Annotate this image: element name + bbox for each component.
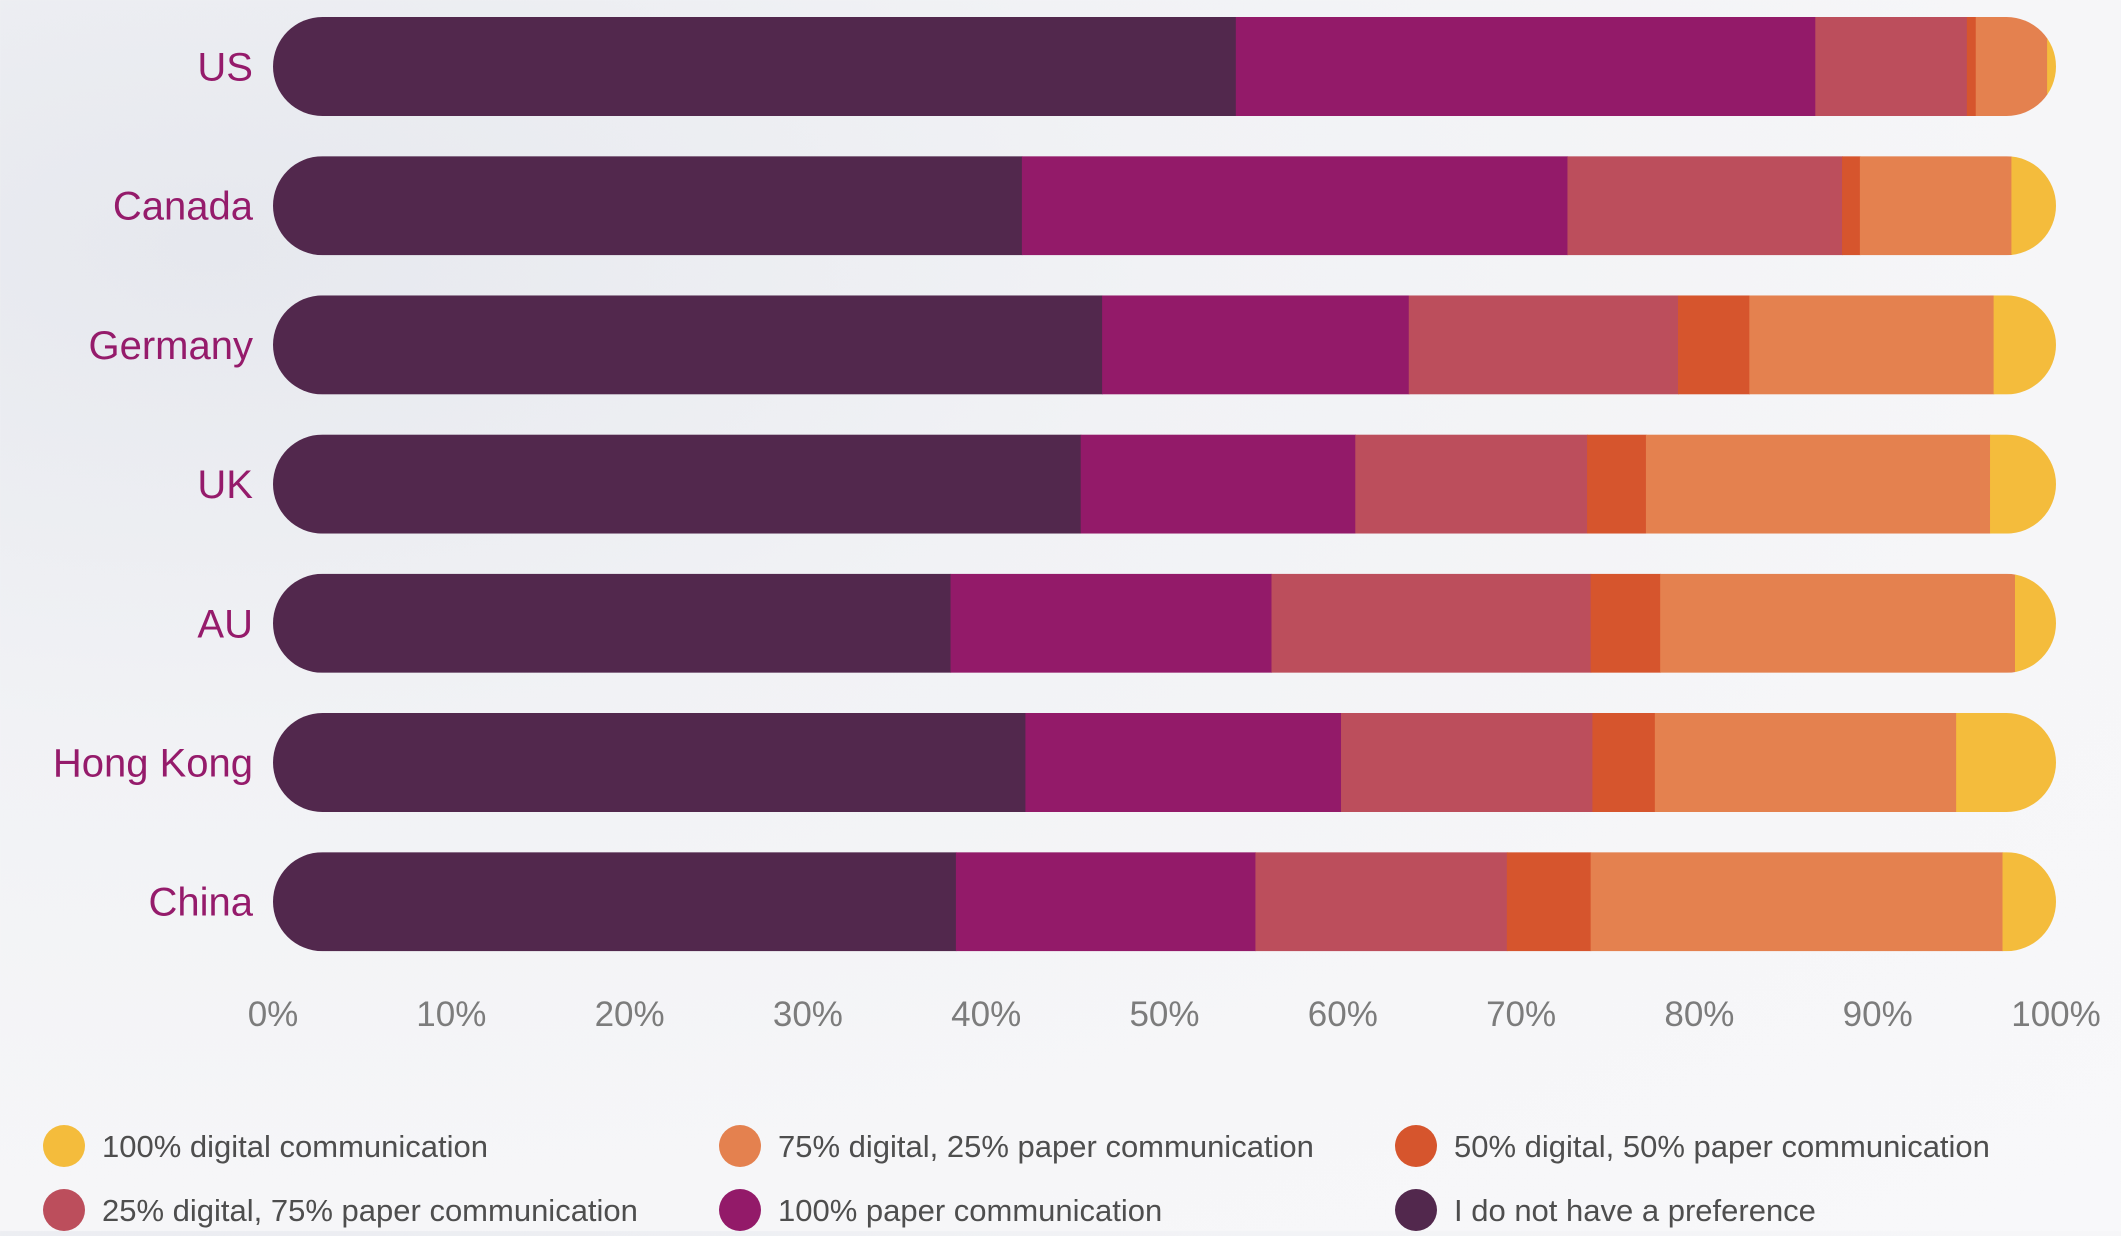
category-label-hong-kong: Hong Kong [53,742,253,786]
bar-segment-us-i-do-not-have-a-preference [273,17,1237,116]
x-tick-label: 40% [951,995,1021,1034]
category-label-uk: UK [197,463,253,507]
legend-swatch [719,1189,761,1231]
x-tick-label: 70% [1486,995,1556,1034]
legend: 100% digital communication 75% digital, 2… [43,1125,1990,1231]
bar-segment-china-75-digital-25-paper-communication [1590,852,2004,952]
bar-segment-au-25-digital-75-paper-communication [1271,573,1592,673]
legend-label: 100% digital communication [102,1129,488,1164]
legend-label: 75% digital, 25% paper communication [778,1129,1314,1164]
bar-uk [273,434,2056,534]
bar-segment-us-100-paper-communication [1235,17,1816,116]
legend-swatch [1395,1125,1437,1167]
legend-swatch [43,1125,85,1167]
bar-canada [273,156,2056,256]
bar-segment-uk-100-digital-communication [1990,434,2056,534]
bar-segment-germany-25-digital-75-paper-communication [1408,295,1679,395]
bar-hong-kong [273,713,2056,812]
x-tick-label: 100% [2011,995,2101,1034]
bar-segment-uk-25-digital-75-paper-communication [1355,434,1588,534]
bar-segment-au-50-digital-50-paper-communication [1590,573,1661,673]
bar-segment-germany-75-digital-25-paper-communication [1749,295,1995,395]
bar-segment-us-50-digital-50-paper-communication [1966,17,1977,116]
bar-segment-uk-100-paper-communication [1080,434,1356,534]
bar-segment-hong-kong-75-digital-25-paper-communication [1654,713,1957,812]
bar-segment-uk-i-do-not-have-a-preference [273,434,1082,534]
category-label-au: AU [197,602,253,646]
bar-segment-china-i-do-not-have-a-preference [273,852,957,952]
x-tick-label: 80% [1664,995,1734,1034]
bar-segment-canada-100-digital-communication [2011,156,2056,256]
category-label-china: China [148,881,253,925]
bar-segment-us-25-digital-75-paper-communication [1815,17,1968,116]
bar-segment-au-100-paper-communication [950,573,1273,673]
bar-segment-us-75-digital-25-paper-communication [1975,17,2048,116]
bar-segment-hong-kong-25-digital-75-paper-communication [1341,713,1594,812]
bar-segment-uk-75-digital-25-paper-communication [1645,434,1991,534]
legend-item-25-digital-75-paper-communication: 25% digital, 75% paper communication [43,1189,638,1231]
legend-item-i-do-not-have-a-preference: I do not have a preference [1395,1189,1816,1231]
bar-segment-canada-i-do-not-have-a-preference [273,156,1023,256]
bar-segment-hong-kong-100-digital-communication [1956,713,2056,812]
legend-swatch [43,1189,85,1231]
bar-china [273,852,2056,952]
x-tick-label: 50% [1129,995,1199,1034]
x-tick-label: 10% [416,995,486,1034]
x-tick-label: 0% [248,995,299,1034]
legend-swatch [719,1125,761,1167]
legend-label: 25% digital, 75% paper communication [102,1193,638,1228]
bar-segment-canada-100-paper-communication [1021,156,1569,256]
bar-segment-canada-25-digital-75-paper-communication [1567,156,1843,256]
bar-germany [273,295,2056,395]
category-label-germany: Germany [89,324,254,368]
bar-segment-germany-50-digital-50-paper-communication [1678,295,1750,395]
bar-segment-au-100-digital-communication [2014,573,2056,673]
category-label-canada: Canada [113,185,254,229]
bar-segment-china-100-paper-communication [955,852,1257,952]
legend-label: I do not have a preference [1454,1193,1816,1228]
legend-item-50-digital-50-paper-communication: 50% digital, 50% paper communication [1395,1125,1990,1167]
bar-segment-china-50-digital-50-paper-communication [1506,852,1592,952]
bar-segment-germany-i-do-not-have-a-preference [273,295,1103,395]
legend-item-100-digital-communication: 100% digital communication [43,1125,488,1167]
bar-segment-au-75-digital-25-paper-communication [1660,573,2016,673]
legend-swatch [1395,1189,1437,1231]
x-tick-label: 30% [773,995,843,1034]
bar-segment-au-i-do-not-have-a-preference [273,573,952,673]
bar-us [273,17,2056,116]
bar-segment-hong-kong-50-digital-50-paper-communication [1592,713,1656,812]
x-tick-label: 90% [1843,995,1913,1034]
bar-segment-china-100-digital-communication [2002,852,2056,952]
bar-segment-canada-50-digital-50-paper-communication [1842,156,1861,256]
category-label-us: US [197,46,253,90]
bar-segment-uk-50-digital-50-paper-communication [1587,434,1647,534]
bar-segment-germany-100-paper-communication [1102,295,1410,395]
bar-segment-canada-75-digital-25-paper-communication [1859,156,2013,256]
legend-label: 100% paper communication [778,1193,1162,1228]
legend-item-100-paper-communication: 100% paper communication [719,1189,1162,1231]
bar-segment-hong-kong-100-paper-communication [1025,713,1342,812]
bar-au [273,573,2056,673]
legend-item-75-digital-25-paper-communication: 75% digital, 25% paper communication [719,1125,1314,1167]
bar-segment-us-100-digital-communication [2047,17,2056,116]
x-tick-label: 20% [595,995,665,1034]
x-tick-label: 60% [1308,995,1378,1034]
bar-segment-germany-100-digital-communication [1993,295,2056,395]
bar-segment-china-25-digital-75-paper-communication [1255,852,1508,952]
legend-label: 50% digital, 50% paper communication [1454,1129,1990,1164]
bar-segment-hong-kong-i-do-not-have-a-preference [273,713,1027,812]
